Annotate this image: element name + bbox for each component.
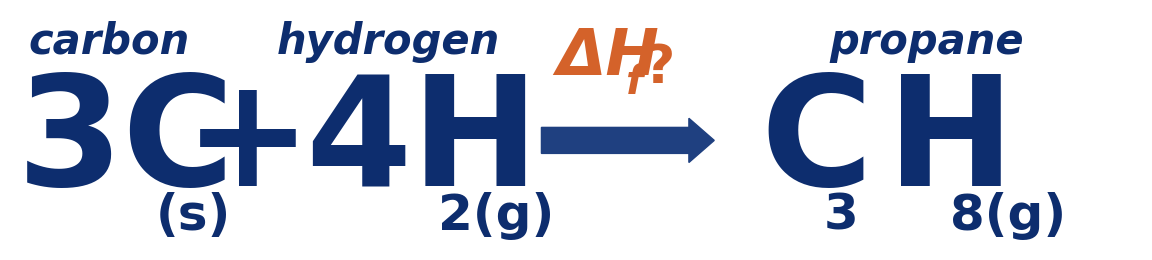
- Text: ?: ?: [643, 42, 674, 94]
- FancyArrow shape: [541, 118, 714, 162]
- Text: f: f: [626, 63, 643, 103]
- Text: propane: propane: [829, 21, 1024, 63]
- Text: +: +: [183, 68, 312, 218]
- Text: carbon: carbon: [29, 21, 190, 63]
- Text: 8(g): 8(g): [950, 192, 1067, 240]
- Text: (s): (s): [156, 192, 230, 240]
- Text: 3: 3: [824, 192, 858, 240]
- Text: ΔH: ΔH: [556, 26, 659, 88]
- Text: 3C: 3C: [17, 68, 236, 218]
- Text: H: H: [887, 68, 1015, 218]
- Text: C: C: [760, 68, 872, 218]
- Text: hydrogen: hydrogen: [276, 21, 500, 63]
- Text: 2(g): 2(g): [438, 192, 554, 240]
- Text: 4H: 4H: [305, 68, 539, 218]
